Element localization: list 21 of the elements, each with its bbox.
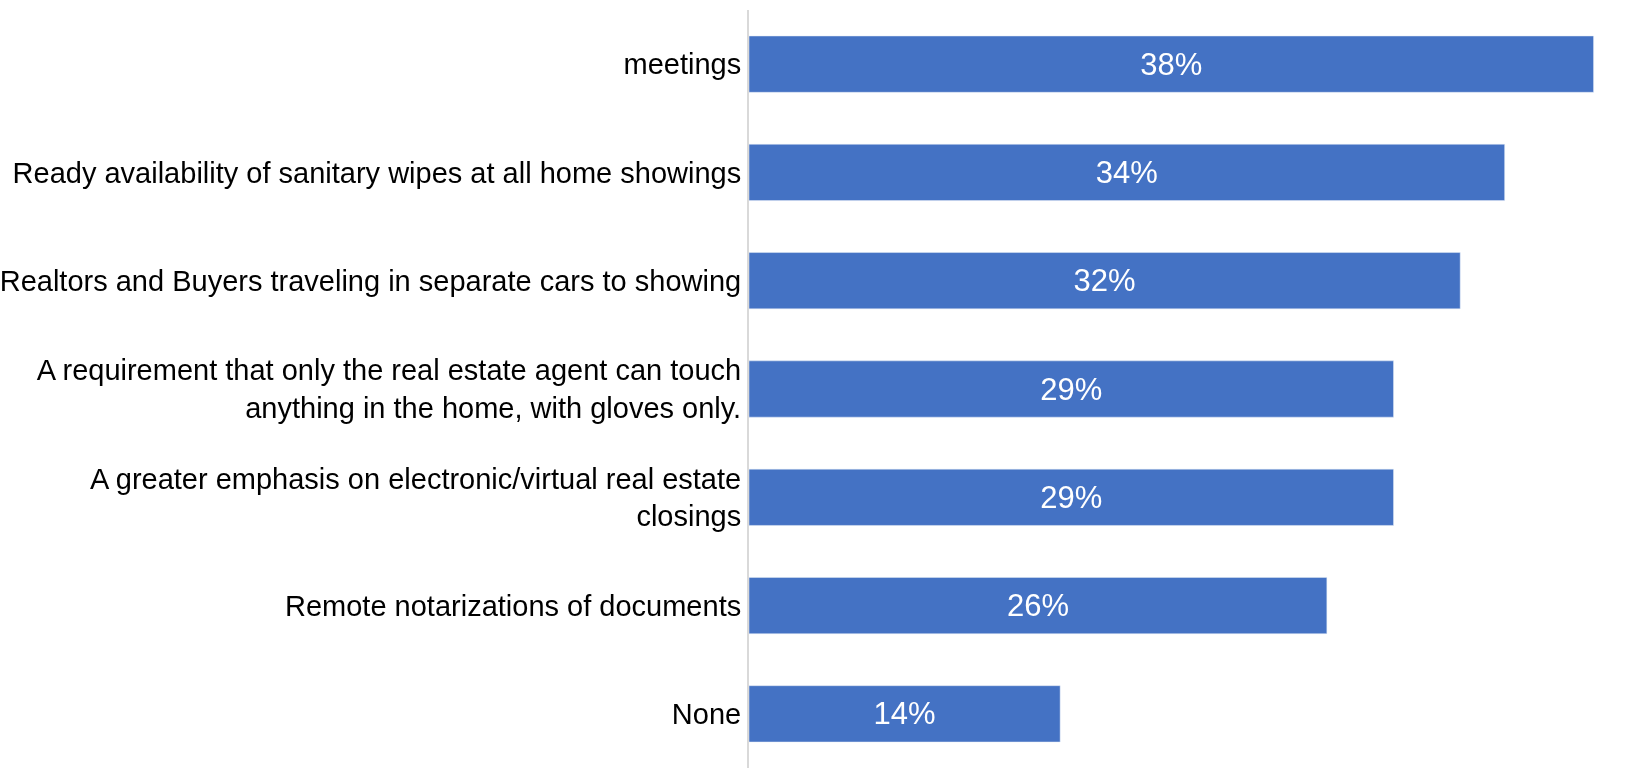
y-tick-label: A requirement that only the real estate agent can touch anything in the home, with gloves only. <box>36 354 742 424</box>
bar <box>749 144 1505 201</box>
data-label: 34% <box>1095 154 1158 190</box>
y-tick-label: Realtors and Buyers traveling in separate cars to showing <box>0 264 742 297</box>
y-tick-label: None <box>671 698 742 731</box>
y-tick-label: Ready availability of sanitary wipes at all home showings <box>12 156 742 189</box>
data-label: 26% <box>1006 588 1069 624</box>
data-label: 29% <box>1040 371 1103 407</box>
y-tick-label: A greater emphasis on electronic/virtual real estate closings <box>89 462 742 533</box>
data-label: 32% <box>1073 263 1136 299</box>
data-label: 38% <box>1140 46 1203 82</box>
bar <box>749 577 1328 634</box>
bar <box>749 35 1594 93</box>
bar <box>749 685 1061 743</box>
bar <box>749 468 1394 526</box>
data-label: 29% <box>1040 479 1103 515</box>
data-label: 14% <box>873 696 936 732</box>
y-tick-label: meetings <box>623 48 742 81</box>
y-tick-label: Remote notarizations of documents <box>285 589 742 622</box>
bar <box>749 252 1461 310</box>
bar <box>749 360 1394 418</box>
